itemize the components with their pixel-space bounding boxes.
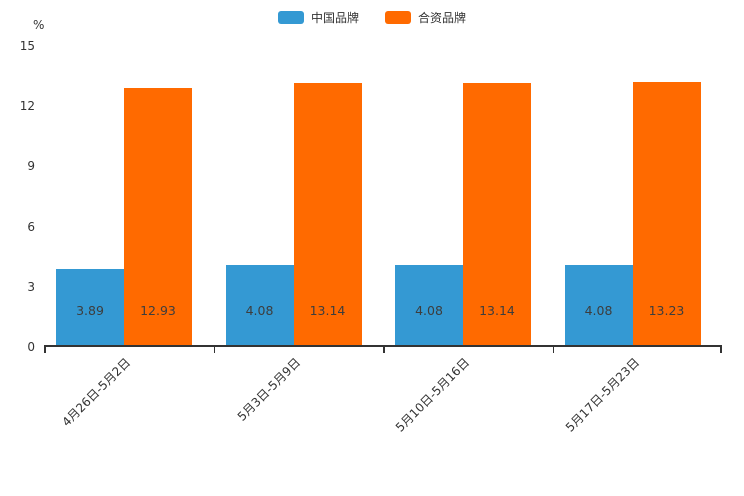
y-tick-label-9: 9 — [27, 159, 35, 174]
x-axis-tick — [213, 347, 216, 353]
x-axis-tick — [383, 347, 385, 353]
bar-joint-venture-brand[interactable]: 12.93 — [124, 87, 192, 347]
x-axis-label-text: 5月10日-5月16日 — [392, 355, 473, 435]
bar-group: 4.08 13.14 — [395, 46, 531, 347]
bar-joint-venture-brand[interactable]: 13.14 — [293, 83, 362, 347]
bar-value-label: 13.14 — [479, 302, 515, 318]
legend-swatch-icon-joint-venture-brand — [385, 11, 411, 24]
bar-china-brand[interactable]: 4.08 — [395, 265, 463, 347]
legend-item-china-brand[interactable]: 中国品牌 — [277, 10, 359, 25]
plot-area: 15 12 9 6 3 0 3.89 12.93 4.08 13.14 4.08 13.1… — [20, 40, 722, 353]
bar-group: 4.08 13.14 — [225, 46, 362, 347]
bar-china-brand[interactable]: 4.08 — [564, 265, 633, 347]
y-tick-label-3: 3 — [27, 279, 35, 294]
legend-swatch-icon-china-brand — [277, 11, 304, 24]
bar-value-label: 4.08 — [415, 302, 443, 318]
y-axis-unit-label: % — [33, 18, 45, 32]
bar-china-brand[interactable]: 4.08 — [225, 265, 294, 347]
x-axis-tick — [720, 347, 722, 353]
x-axis-label-text: 4月26日-5月2日 — [59, 355, 134, 430]
y-tick-label-15: 15 — [19, 39, 35, 53]
y-tick-label-12: 12 — [19, 99, 35, 114]
legend-label-china-brand: 中国品牌 — [310, 10, 359, 25]
x-axis-tick — [44, 347, 46, 353]
bar-value-label: 4.08 — [245, 302, 274, 318]
x-axis-label-text: 5月3日-5月9日 — [234, 355, 303, 424]
bar-china-brand[interactable]: 3.89 — [56, 268, 124, 347]
x-axis-tick — [552, 347, 555, 353]
bar-value-label: 12.93 — [140, 302, 176, 318]
y-tick-label-0: 0 — [27, 340, 35, 354]
bar-joint-venture-brand[interactable]: 13.23 — [632, 81, 701, 347]
bar-value-label: 13.23 — [648, 302, 685, 318]
bar-group: 3.89 12.93 — [56, 46, 192, 347]
bar-value-label: 4.08 — [584, 302, 613, 318]
legend-item-joint-venture-brand[interactable]: 合资品牌 — [385, 11, 466, 24]
bar-joint-venture-brand[interactable]: 13.14 — [463, 83, 531, 347]
x-axis-line — [44, 345, 722, 347]
y-tick-label-6: 6 — [27, 219, 35, 234]
x-axis-label-text: 5月17日-5月23日 — [562, 355, 642, 435]
chart-legend: 中国品牌 合资品牌 — [0, 11, 744, 24]
bar-value-label: 13.14 — [309, 302, 346, 318]
bar-group: 4.08 13.23 — [564, 46, 701, 347]
bar-value-label: 3.89 — [76, 302, 104, 318]
legend-label-joint-venture-brand: 合资品牌 — [418, 10, 467, 25]
